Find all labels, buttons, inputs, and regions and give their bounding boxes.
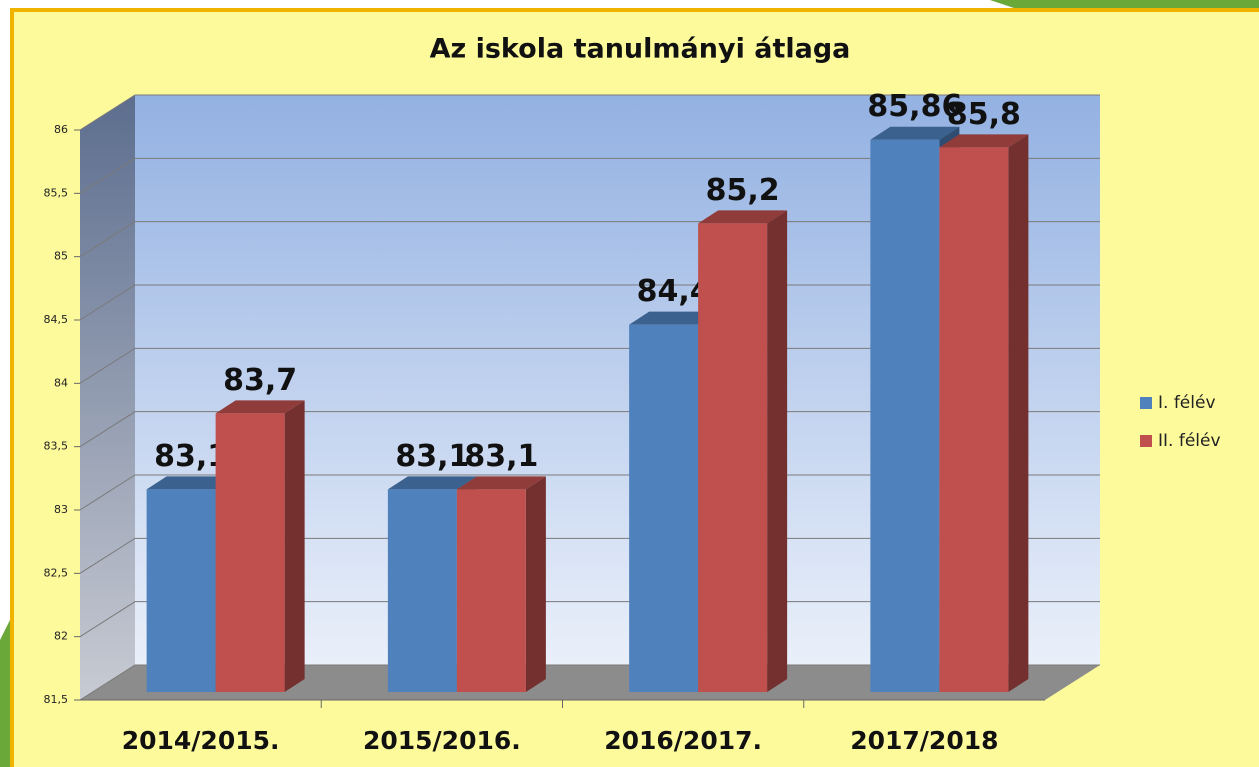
bar-top — [456, 476, 546, 490]
y-tick-label: 84,5 — [44, 313, 69, 326]
back-wall — [135, 95, 1100, 665]
bar — [146, 489, 216, 692]
bar — [939, 147, 1009, 693]
x-tick-label: 2014/2015. — [122, 726, 280, 755]
value-label: 85,8 — [947, 97, 1021, 132]
bar — [629, 324, 699, 692]
bar — [456, 489, 526, 692]
y-tick-label: 82,5 — [44, 566, 69, 579]
side-wall — [80, 95, 135, 700]
legend-label: I. félév — [1158, 393, 1216, 413]
value-label: 85,86 — [867, 89, 962, 124]
bar-top — [629, 311, 719, 325]
bar — [870, 139, 940, 692]
bar-side — [525, 476, 546, 692]
y-tick-label: 81,5 — [44, 693, 69, 706]
bar-top — [387, 476, 477, 490]
x-tick-label: 2017/2018 — [850, 726, 998, 755]
bar-side — [284, 400, 305, 692]
chart-title: Az iskola tanulmányi átlaga — [430, 34, 851, 65]
y-tick-label: 85,5 — [44, 186, 69, 199]
legend-swatch — [1140, 435, 1152, 447]
grid-line — [79, 94, 1100, 131]
y-tick-label: 85 — [54, 250, 68, 263]
y-tick-label: 83 — [54, 503, 68, 516]
value-label: 85,2 — [706, 173, 780, 208]
grid-line — [79, 157, 1100, 194]
bar — [387, 489, 457, 692]
floor — [80, 665, 1100, 700]
bar-top — [146, 476, 236, 490]
y-tick-label: 83,5 — [44, 440, 69, 453]
bar — [215, 413, 285, 692]
value-label: 83,1 — [395, 439, 469, 474]
bar-side — [767, 210, 788, 693]
bar-top — [870, 126, 960, 140]
y-tick-label: 84 — [54, 376, 68, 389]
legend-swatch — [1140, 397, 1152, 409]
bar — [698, 223, 768, 693]
legend-label: II. félév — [1158, 431, 1221, 451]
y-tick-label: 82 — [54, 630, 68, 643]
y-tick-label: 86 — [54, 123, 68, 136]
value-label: 83,1 — [464, 439, 538, 474]
bar-top — [939, 134, 1029, 148]
bar-top — [698, 210, 788, 224]
bar-side — [1008, 134, 1029, 693]
x-tick-label: 2016/2017. — [604, 726, 762, 755]
bar-top — [215, 400, 305, 414]
x-tick-label: 2015/2016. — [363, 726, 521, 755]
value-label: 83,7 — [223, 363, 297, 398]
